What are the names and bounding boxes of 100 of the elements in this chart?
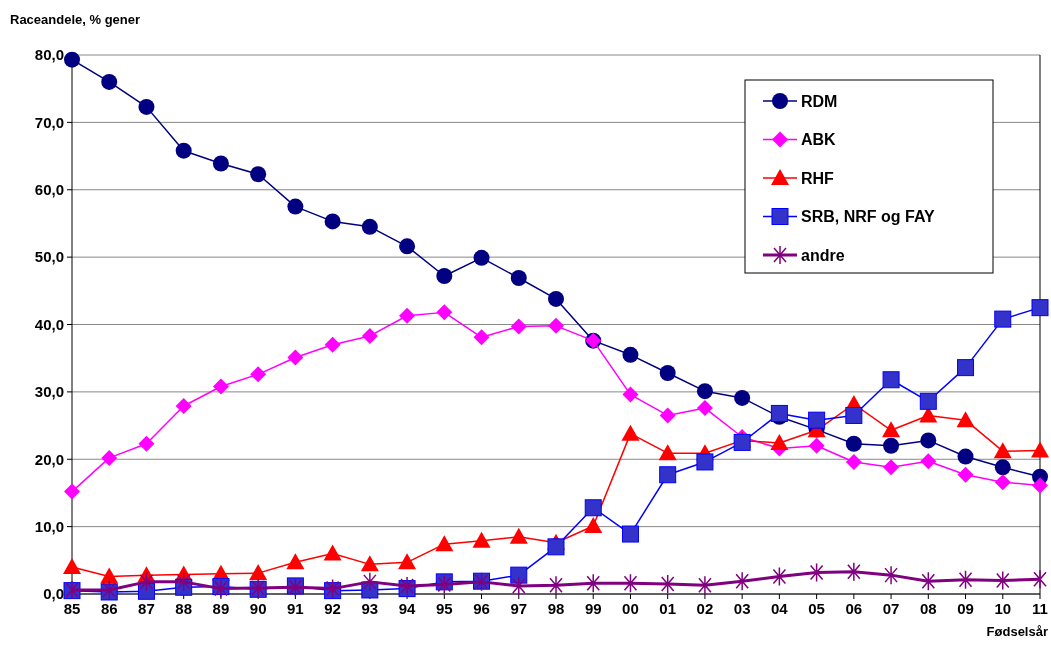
x-tick-label: 07	[882, 600, 900, 617]
x-tick-label: 87	[138, 600, 155, 617]
point	[437, 574, 452, 595]
x-tick-label: 85	[63, 600, 81, 617]
point	[659, 365, 676, 382]
x-tick-label: 02	[696, 600, 714, 617]
point	[845, 406, 863, 424]
point	[586, 573, 600, 593]
x-tick-label: 01	[659, 600, 677, 617]
point	[957, 448, 974, 465]
point	[287, 198, 304, 215]
point	[1032, 477, 1048, 494]
x-tick-label: 00	[622, 600, 639, 617]
point	[249, 564, 268, 581]
point	[64, 483, 80, 500]
x-tick-label: 86	[100, 600, 118, 617]
point	[884, 565, 898, 585]
x-tick-label: 06	[845, 600, 863, 617]
point	[176, 572, 191, 592]
point	[808, 411, 826, 429]
y-tick-label: 70,0	[34, 113, 64, 131]
point	[175, 142, 192, 159]
point	[100, 567, 119, 584]
point	[360, 555, 379, 572]
point	[64, 51, 80, 68]
point	[621, 424, 640, 441]
point	[845, 435, 862, 452]
y-tick-label: 30,0	[34, 383, 64, 401]
point	[473, 329, 490, 346]
point	[63, 558, 81, 575]
x-tick-label: 10	[994, 600, 1012, 617]
point	[361, 327, 378, 344]
point	[324, 336, 341, 353]
x-tick-label: 05	[808, 600, 825, 617]
point	[547, 538, 565, 556]
point	[882, 371, 900, 389]
point	[1033, 569, 1047, 589]
point	[808, 437, 825, 454]
x-tick-label: 96	[473, 600, 490, 617]
point	[548, 290, 564, 307]
point	[436, 304, 453, 321]
point	[920, 453, 937, 470]
x-axis-title: Fødselsår	[986, 624, 1048, 639]
point	[696, 383, 713, 400]
point	[212, 378, 229, 395]
y-axis-title: Raceandele, % gener	[10, 12, 141, 27]
point	[957, 359, 975, 377]
point	[361, 218, 378, 235]
y-tick-label: 80,0	[34, 46, 64, 64]
point	[509, 527, 528, 544]
x-tick-label: 99	[584, 600, 602, 617]
point	[324, 213, 341, 230]
legend-label: RDM	[801, 92, 838, 110]
point	[138, 98, 155, 115]
point	[250, 166, 267, 183]
legend-label: SRB, NRF og FAY	[801, 208, 935, 226]
point	[770, 434, 789, 451]
y-tick-label: 0,0	[43, 585, 64, 603]
x-tick-label: 04	[771, 600, 789, 617]
y-tick-label: 10,0	[34, 517, 64, 535]
point	[845, 453, 862, 470]
point	[993, 442, 1012, 459]
point	[250, 366, 267, 383]
point	[584, 516, 603, 533]
x-tick-label: 98	[547, 600, 565, 617]
point	[286, 553, 305, 570]
x-tick-label: 95	[435, 600, 453, 617]
point	[435, 535, 454, 552]
y-tick-label: 60,0	[34, 181, 64, 198]
point	[847, 562, 861, 582]
point	[398, 553, 417, 570]
x-tick-label: 11	[1032, 600, 1048, 617]
x-tick-label: 97	[510, 600, 528, 617]
point	[138, 435, 155, 452]
point	[994, 474, 1011, 491]
point	[399, 238, 416, 255]
y-tick-label: 50,0	[34, 248, 64, 266]
x-tick-label: 08	[919, 600, 937, 617]
point	[956, 411, 975, 428]
point	[363, 572, 377, 592]
point	[698, 575, 712, 595]
point	[621, 525, 639, 543]
point	[139, 572, 154, 592]
point	[548, 317, 564, 334]
point	[212, 155, 229, 172]
point	[696, 400, 713, 417]
point	[994, 310, 1012, 328]
point	[510, 318, 527, 335]
y-tick-label: 40,0	[34, 315, 64, 333]
point	[696, 453, 714, 471]
point	[958, 570, 973, 590]
point	[882, 421, 901, 438]
x-tick-label: 91	[287, 600, 304, 617]
point	[549, 575, 563, 595]
point	[622, 346, 639, 363]
y-tick-label: 20,0	[34, 450, 64, 468]
point	[957, 466, 974, 483]
point	[325, 578, 340, 599]
x-tick-label: 90	[249, 600, 267, 617]
point	[399, 307, 416, 324]
